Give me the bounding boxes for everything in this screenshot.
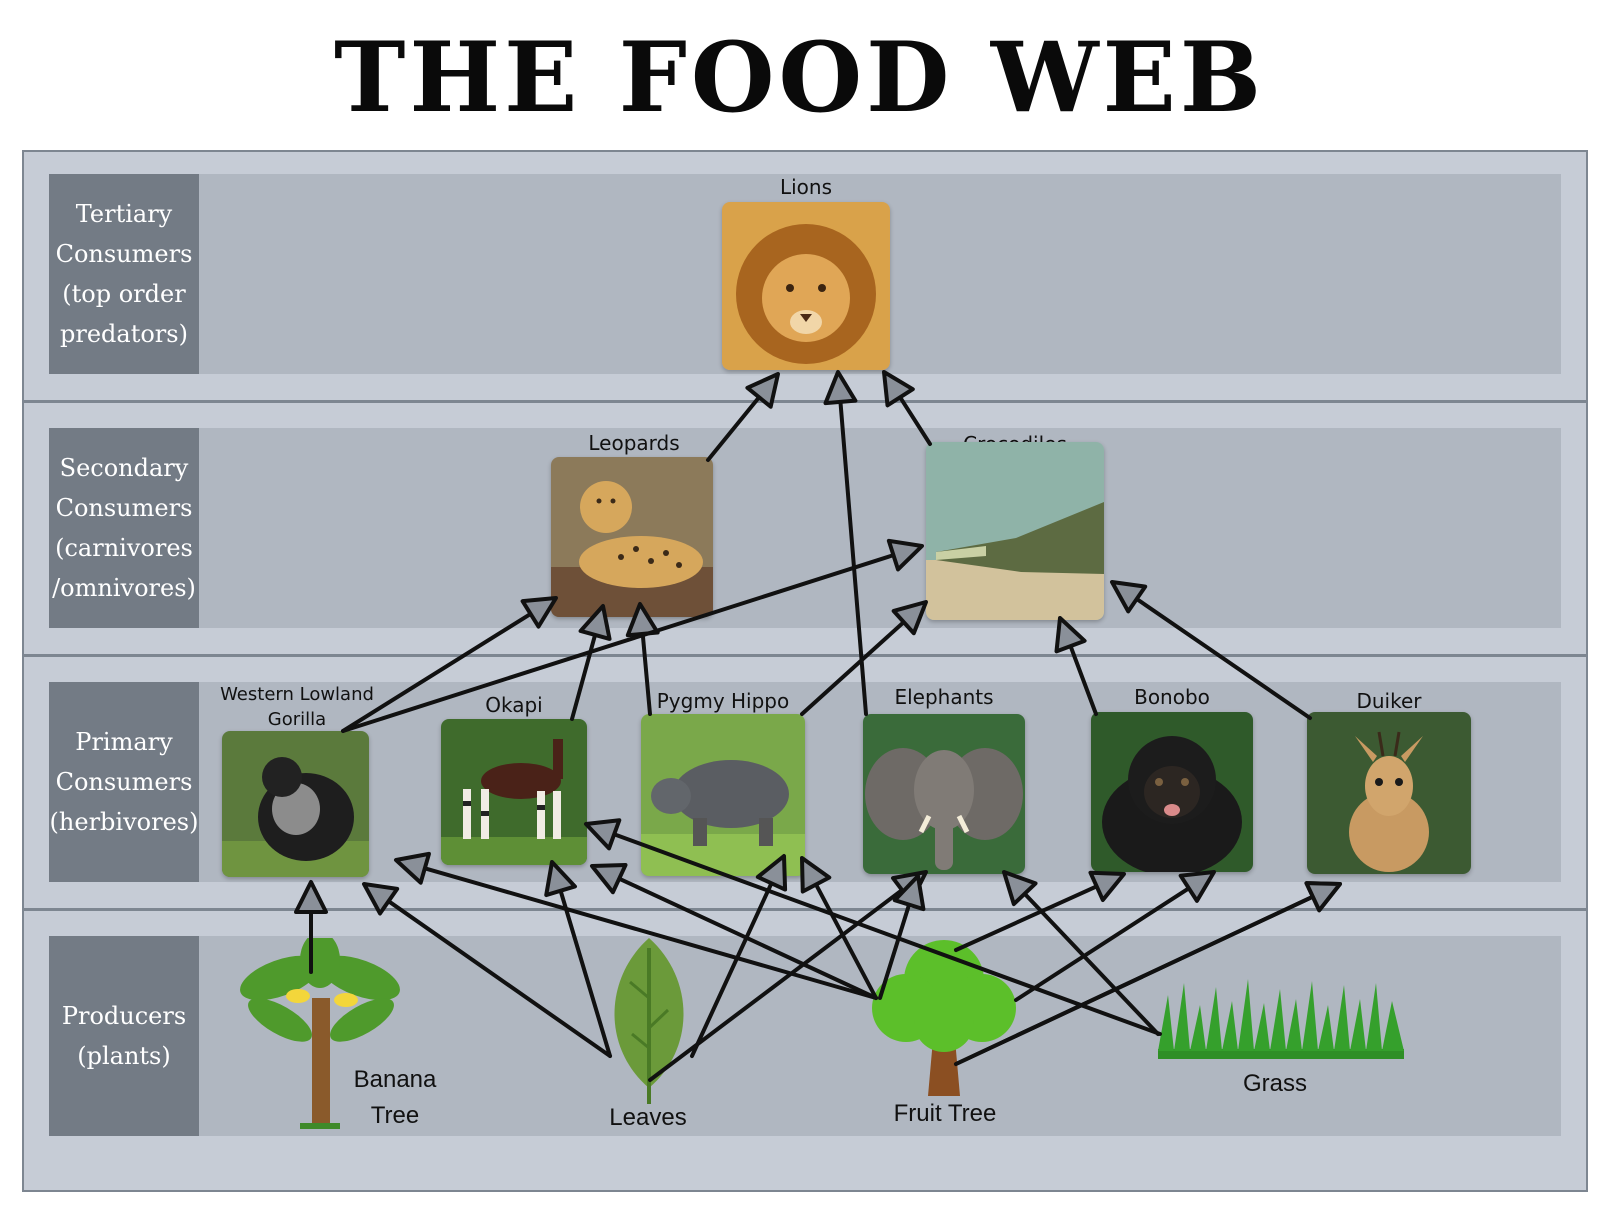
duiker-photo [1307,712,1471,874]
okapi-photo [441,719,587,865]
secondary-band [49,428,1561,628]
gorilla-label: Western Lowland Gorilla [220,684,374,730]
level-divider [22,400,1588,403]
fruit-tree-icon [868,938,1020,1098]
okapi-label: Okapi [485,693,543,717]
pygmy-hippo-label: Pygmy Hippo [656,689,790,713]
grass-icon [1158,975,1404,1059]
elephants-label: Elephants [894,685,994,709]
leaves-icon [604,938,694,1104]
level-label-tertiary: Tertiary Consumers (top order predators) [49,174,199,374]
elephant-photo [863,714,1025,874]
leopards-label: Leopards [588,431,680,455]
gorilla-photo [222,731,369,877]
banana-tree-label: Banana Tree [353,1066,437,1129]
level-divider [22,654,1588,657]
level-label-producers: Producers (plants) [49,936,199,1136]
lions-label: Lions [779,175,833,199]
bonobo-photo [1091,712,1253,872]
grass-label: Grass [1242,1070,1307,1097]
level-label-secondary: Secondary Consumers (carnivores /omnivor… [49,428,199,628]
leopard-photo [551,457,713,617]
duiker-label: Duiker [1356,689,1422,713]
level-label-primary: Primary Consumers (herbivores) [49,682,199,882]
banana-tree-icon [240,932,400,1132]
level-divider [22,908,1588,911]
leaves-label: Leaves [609,1104,687,1131]
lion-photo [722,202,890,370]
page-title: THE FOOD WEB [334,21,1265,134]
fruit-tree-label: Fruit Tree [893,1100,997,1127]
pygmy-hippo-photo [641,714,805,876]
bonobo-label: Bonobo [1134,685,1210,709]
crocodile-photo [926,442,1104,620]
